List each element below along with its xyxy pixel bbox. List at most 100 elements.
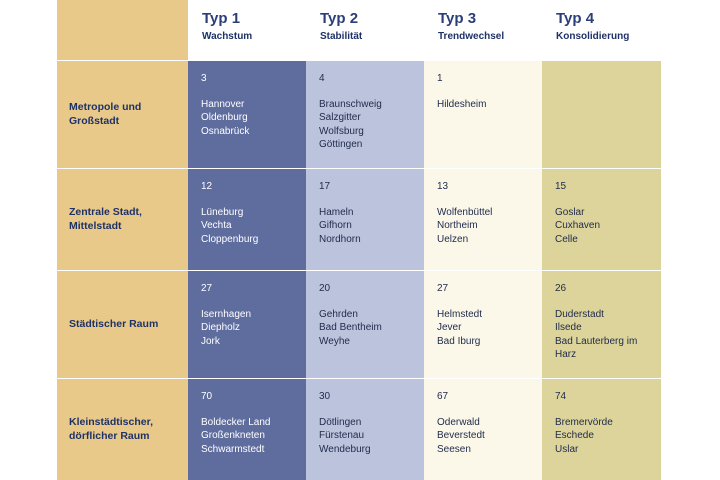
row-header-text: Kleinstädtischer, dörflicher Raum: [69, 415, 153, 443]
row-header-text: Metropole und Großstadt: [69, 100, 141, 128]
city-name: Helmstedt: [437, 308, 483, 320]
row-header: Zentrale Stadt, Mittelstadt: [57, 168, 188, 270]
row-divider: [57, 168, 661, 169]
city-name: Cuxhaven: [555, 220, 601, 232]
municipality-count: 20: [319, 283, 331, 294]
row-header-text: Städtischer Raum: [69, 317, 158, 331]
row-header-line: Metropole und: [69, 101, 142, 113]
column-subtitle: Wachstum: [202, 31, 253, 42]
table-cell: 17 Hameln Gifhorn Nordhorn: [306, 168, 424, 270]
row-divider: [57, 270, 661, 271]
column-title: Typ 4: [556, 10, 595, 27]
row-header-text: Zentrale Stadt, Mittelstadt: [69, 205, 142, 233]
city-name: Osnabrück: [201, 125, 250, 137]
city-name: Ilsede: [555, 322, 582, 334]
city-name: Bad Lauterberg im: [555, 335, 638, 347]
municipality-count: 30: [319, 391, 331, 402]
city-name: Bad Iburg: [437, 335, 481, 347]
city-name: Bad Bentheim: [319, 322, 382, 334]
city-name: Harz: [555, 349, 577, 361]
column-subtitle: Trendwechsel: [438, 31, 505, 42]
city-name: Hameln: [319, 206, 354, 218]
row-header-line: Städtischer Raum: [69, 318, 159, 330]
city-name: Celle: [555, 233, 578, 245]
municipality-count: 17: [319, 181, 331, 192]
row-header-line: Mittelstadt: [69, 220, 122, 232]
city-name: Seesen: [437, 443, 471, 455]
municipality-count: 70: [201, 391, 213, 402]
city-name: Schwarmstedt: [201, 443, 265, 455]
city-name: Bremervörde: [555, 416, 613, 428]
city-name: Jever: [437, 322, 462, 334]
city-name: Lüneburg: [201, 206, 244, 218]
row-header-line: dörflicher Raum: [69, 430, 150, 442]
city-name: Wendeburg: [319, 443, 371, 455]
city-name: Göttingen: [319, 139, 363, 151]
column-header: Typ 4 Konsolidierung: [542, 0, 661, 60]
row-header-line: Zentrale Stadt,: [69, 206, 142, 218]
table-cell: 1 Hildesheim: [424, 60, 542, 168]
row-header-line: Großstadt: [69, 115, 120, 127]
municipality-count: 12: [201, 181, 213, 192]
city-name: Gifhorn: [319, 220, 352, 232]
row-header: Städtischer Raum: [57, 270, 188, 378]
table-cell: 74 Bremervörde Eschede Uslar: [542, 378, 661, 480]
municipality-count: 1: [437, 73, 443, 84]
city-name: Braunschweig: [319, 98, 382, 110]
municipality-count: 67: [437, 391, 449, 402]
column-subtitle: Stabilität: [320, 31, 363, 42]
city-name: Vechta: [201, 220, 232, 232]
city-name: Hannover: [201, 98, 245, 110]
column-header: Typ 1 Wachstum: [188, 0, 306, 60]
table-cell: 26 Duderstadt Ilsede Bad Lauterberg im Harz: [542, 270, 661, 378]
table-cell: 27 Helmstedt Jever Bad Iburg: [424, 270, 542, 378]
city-name: Wolfsburg: [319, 125, 364, 137]
municipality-count: 4: [319, 73, 325, 84]
table-cell: [542, 60, 661, 168]
table-cell: 70 Boldecker Land Großenkneten Schwarmstedt: [188, 378, 306, 480]
municipality-count: 27: [437, 283, 449, 294]
table-cell: 13 Wolfenbüttel Northeim Uelzen: [424, 168, 542, 270]
table-cell: 67 Oderwald Beverstedt Seesen: [424, 378, 542, 480]
city-name: Oderwald: [437, 416, 480, 428]
city-name: Boldecker Land: [201, 416, 271, 428]
row-header: Kleinstädtischer, dörflicher Raum: [57, 378, 188, 480]
city-name: Isernhagen: [201, 308, 252, 320]
table-cell: 12 Lüneburg Vechta Cloppenburg: [188, 168, 306, 270]
column-title: Typ 1: [202, 10, 241, 27]
city-name: Hildesheim: [437, 98, 487, 110]
city-name: Nordhorn: [319, 233, 361, 245]
municipality-count: 15: [555, 181, 567, 192]
municipality-count: 27: [201, 283, 213, 294]
city-name: Uelzen: [437, 233, 469, 245]
table-cell: 15 Goslar Cuxhaven Celle: [542, 168, 661, 270]
column-title: Typ 2: [320, 10, 359, 27]
row-header-line: Kleinstädtischer,: [69, 416, 154, 428]
city-name: Diepholz: [201, 322, 240, 334]
city-name: Goslar: [555, 206, 585, 218]
table-cell: 3 Hannover Oldenburg Osnabrück: [188, 60, 306, 168]
municipality-count: 13: [437, 181, 449, 192]
municipality-count: 3: [201, 73, 207, 84]
city-name: Eschede: [555, 430, 594, 442]
city-name: Fürstenau: [319, 430, 365, 442]
table-cell: 30 Dötlingen Fürstenau Wendeburg: [306, 378, 424, 480]
table-corner: [57, 0, 188, 60]
city-name: Duderstadt: [555, 308, 604, 320]
city-name: Wolfenbüttel: [437, 206, 493, 218]
row-header: Metropole und Großstadt: [57, 60, 188, 168]
municipality-count: 74: [555, 391, 567, 402]
row-divider: [57, 60, 661, 61]
row-divider: [57, 378, 661, 379]
city-name: Gehrden: [319, 308, 358, 320]
city-name: Oldenburg: [201, 112, 248, 124]
city-name: Uslar: [555, 443, 579, 455]
city-name: Weyhe: [319, 335, 350, 347]
table-cell: 27 Isernhagen Diepholz Jork: [188, 270, 306, 378]
column-header: Typ 3 Trendwechsel: [424, 0, 542, 60]
column-subtitle: Konsolidierung: [556, 31, 630, 42]
city-name: Cloppenburg: [201, 233, 259, 245]
table-cell: 20 Gehrden Bad Bentheim Weyhe: [306, 270, 424, 378]
city-name: Northeim: [437, 220, 478, 232]
settlement-type-table: Typ 1 Wachstum Typ 2 Stabilität Typ 3 Trendwe…: [57, 0, 661, 480]
